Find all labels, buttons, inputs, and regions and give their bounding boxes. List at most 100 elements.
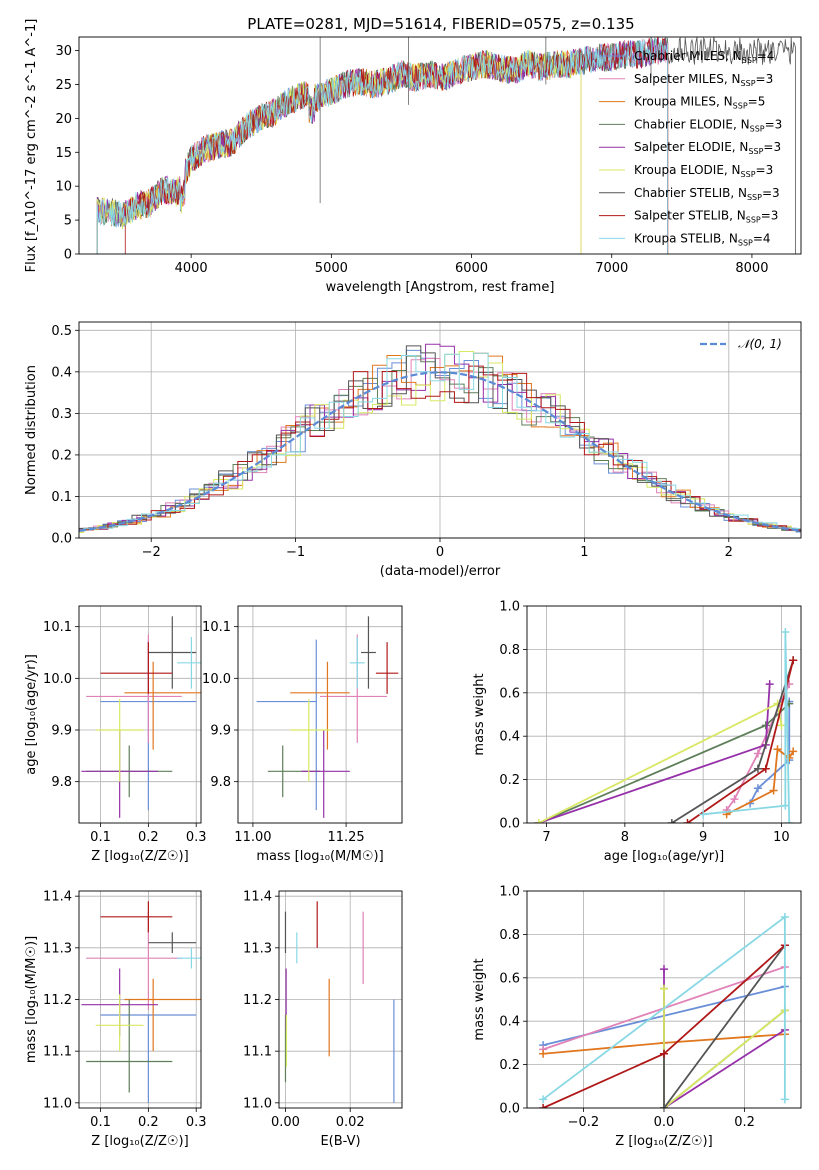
panel-age_vs_Z: 0.1 0.2 0.3 9.8 9.9 10.0 10.1 Z [log₁₀(Z/Z☉)] ag…	[24, 605, 207, 864]
data-marker	[667, 819, 676, 823]
y-tick-label: 9.8	[210, 775, 231, 790]
y-tick-label: 0.0	[499, 817, 520, 832]
y-tick-label: 10	[55, 180, 72, 195]
x-tick-label: 4000	[175, 261, 208, 276]
plot-area	[284, 901, 395, 1103]
axes-frame	[78, 321, 802, 539]
y-tick-label: 10.1	[43, 620, 72, 635]
x-tick-label: 0.0	[654, 1115, 675, 1130]
y-tick-label: 0.1	[51, 490, 72, 505]
axes-frame	[278, 890, 403, 1109]
y-axis-label: mass [log₁₀(M/M☉)]	[24, 936, 39, 1063]
y-tick-label: 1.0	[499, 885, 520, 900]
y-tick-label: 0.4	[51, 365, 72, 380]
y-tick-label: 0.5	[51, 324, 72, 339]
series-line	[749, 701, 791, 804]
axes-frame	[78, 890, 202, 1109]
data-marker	[753, 764, 762, 773]
x-tick-label: −0.2	[568, 1115, 600, 1130]
data-marker	[789, 656, 798, 665]
normal-curve	[79, 371, 801, 532]
y-tick-label: 5	[64, 214, 72, 229]
y-tick-label: 0.0	[499, 1102, 520, 1117]
y-tick-label: 11.2	[243, 993, 272, 1008]
data-marker	[660, 965, 668, 974]
y-tick-label: 0.6	[499, 686, 520, 701]
panel-age_vs_mass: 11.00 11.25 9.8 9.9 10.0 10.1 mass [log₁₀(M/M☉…	[202, 605, 403, 864]
data-marker	[761, 764, 770, 773]
data-marker	[539, 1049, 548, 1058]
plot-area	[81, 901, 201, 1103]
errorbar-chabrier-elodie	[86, 999, 173, 1093]
data-marker	[539, 1104, 548, 1108]
legend-entry: Chabrier MILES, NSSP=4	[634, 49, 774, 65]
y-tick-label: 1.0	[499, 600, 520, 615]
data-marker	[660, 1104, 668, 1108]
data-marker	[769, 786, 778, 795]
x-axis-label: E(B-V)	[320, 1134, 360, 1149]
errorbar-salpeter-miles	[320, 634, 388, 743]
data-marker	[683, 819, 692, 823]
x-tick-label: 0.02	[336, 1115, 365, 1130]
errorbar-kroupa-elodie	[95, 994, 144, 1052]
y-tick-label: 0.0	[51, 532, 72, 547]
legend-entry: Salpeter STELIB, NSSP=3	[634, 209, 778, 225]
data-marker	[539, 1095, 548, 1104]
y-tick-label: 9.8	[51, 775, 72, 790]
data-marker	[773, 745, 782, 754]
y-axis-label: Flux [f_λ10^-17 erg cm^-2 s^-1 A^-1]	[24, 19, 39, 273]
x-tick-label: 5000	[315, 261, 348, 276]
legend-entry: Kroupa MILES, NSSP=5	[634, 95, 765, 111]
series-chabrier-stelib	[660, 941, 789, 1108]
x-tick-label: 8000	[735, 261, 768, 276]
errorbar-salpeter-stelib	[100, 901, 173, 933]
data-marker	[761, 721, 770, 730]
axes-frame	[78, 605, 202, 824]
series-kroupa-miles	[722, 745, 798, 819]
axes-frame	[78, 36, 802, 255]
series-line	[663, 988, 786, 1108]
y-axis-label: mass weight	[472, 673, 487, 755]
y-tick-label: 11.3	[243, 941, 272, 956]
errorbar-kroupa-elodie	[95, 699, 144, 782]
panel-mass_vs_ebv: 0.00 0.02 11.0 11.1 11.2 11.3 11.4 E(B-V)	[243, 890, 403, 1149]
spectrum-line-kroupa-stelib	[96, 37, 668, 254]
y-tick-label: 11.0	[243, 1096, 272, 1111]
series-line	[663, 988, 786, 1108]
x-tick-label: 0.2	[734, 1115, 755, 1130]
y-tick-label: 20	[55, 112, 72, 127]
data-marker	[777, 721, 786, 730]
x-tick-label: 0.2	[138, 1115, 159, 1130]
y-tick-label: 0.8	[499, 928, 520, 943]
errorbar-kroupa-miles	[124, 978, 201, 1052]
data-marker	[660, 984, 668, 993]
legend: Chabrier MILES, NSSP=4 Salpeter MILES, NS…	[599, 49, 782, 247]
x-tick-label: 0.1	[90, 1115, 111, 1130]
y-tick-label: 11.3	[43, 941, 72, 956]
x-tick-label: −1	[286, 545, 305, 560]
x-tick-label: 2	[725, 545, 733, 560]
data-marker	[785, 753, 794, 762]
y-axis-label: Normed distribution	[24, 365, 39, 495]
errorbar-chabrier-stelib	[148, 932, 197, 953]
y-axis-label: mass weight	[472, 958, 487, 1040]
y-tick-label: 11.4	[243, 890, 272, 905]
errorbar-kroupa-miles	[290, 661, 350, 750]
errorbar-salpeter-stelib	[100, 642, 173, 694]
x-tick-label: 7000	[595, 261, 628, 276]
y-tick-label: 10.0	[202, 672, 231, 687]
x-tick-label: 0.2	[138, 830, 159, 845]
data-marker	[780, 913, 789, 922]
series-chabrier-elodie	[534, 699, 794, 823]
legend-entry: Salpeter MILES, NSSP=3	[634, 72, 773, 88]
plot-area	[256, 616, 399, 818]
x-axis-label: mass [log₁₀(M/M☉)]	[256, 849, 383, 864]
errorbar-salpeter-stelib	[375, 642, 399, 694]
errorbar-chabrier-miles	[256, 639, 317, 811]
x-tick-label: 11.25	[327, 830, 364, 845]
data-marker	[765, 680, 774, 689]
data-marker	[780, 1095, 789, 1104]
errorbar-salpeter-elodie	[301, 730, 350, 818]
spectrum-line-salpeter-stelib	[124, 37, 669, 254]
